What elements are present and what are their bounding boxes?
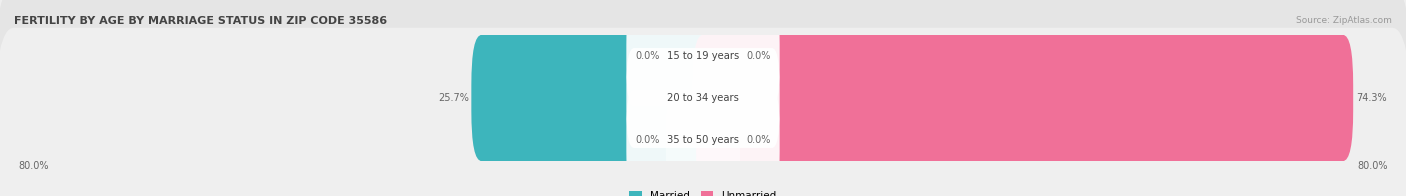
Text: 74.3%: 74.3% — [1355, 93, 1386, 103]
FancyBboxPatch shape — [696, 10, 740, 103]
FancyBboxPatch shape — [626, 6, 780, 106]
Text: 25.7%: 25.7% — [437, 93, 468, 103]
FancyBboxPatch shape — [626, 48, 780, 148]
Text: 0.0%: 0.0% — [747, 51, 770, 61]
FancyBboxPatch shape — [666, 93, 710, 186]
Text: 35 to 50 years: 35 to 50 years — [666, 135, 740, 145]
FancyBboxPatch shape — [626, 90, 780, 190]
Text: 0.0%: 0.0% — [636, 135, 659, 145]
FancyBboxPatch shape — [471, 35, 713, 161]
Text: 15 to 19 years: 15 to 19 years — [666, 51, 740, 61]
Text: 20 to 34 years: 20 to 34 years — [666, 93, 740, 103]
Legend: Married, Unmarried: Married, Unmarried — [627, 189, 779, 196]
FancyBboxPatch shape — [0, 0, 1406, 168]
FancyBboxPatch shape — [0, 28, 1406, 196]
Text: 0.0%: 0.0% — [747, 135, 770, 145]
FancyBboxPatch shape — [666, 10, 710, 103]
FancyBboxPatch shape — [696, 93, 740, 186]
Text: 80.0%: 80.0% — [18, 161, 49, 171]
Text: 80.0%: 80.0% — [1357, 161, 1388, 171]
Text: 0.0%: 0.0% — [636, 51, 659, 61]
Text: FERTILITY BY AGE BY MARRIAGE STATUS IN ZIP CODE 35586: FERTILITY BY AGE BY MARRIAGE STATUS IN Z… — [14, 16, 387, 26]
Text: Source: ZipAtlas.com: Source: ZipAtlas.com — [1296, 16, 1392, 25]
FancyBboxPatch shape — [693, 35, 1353, 161]
